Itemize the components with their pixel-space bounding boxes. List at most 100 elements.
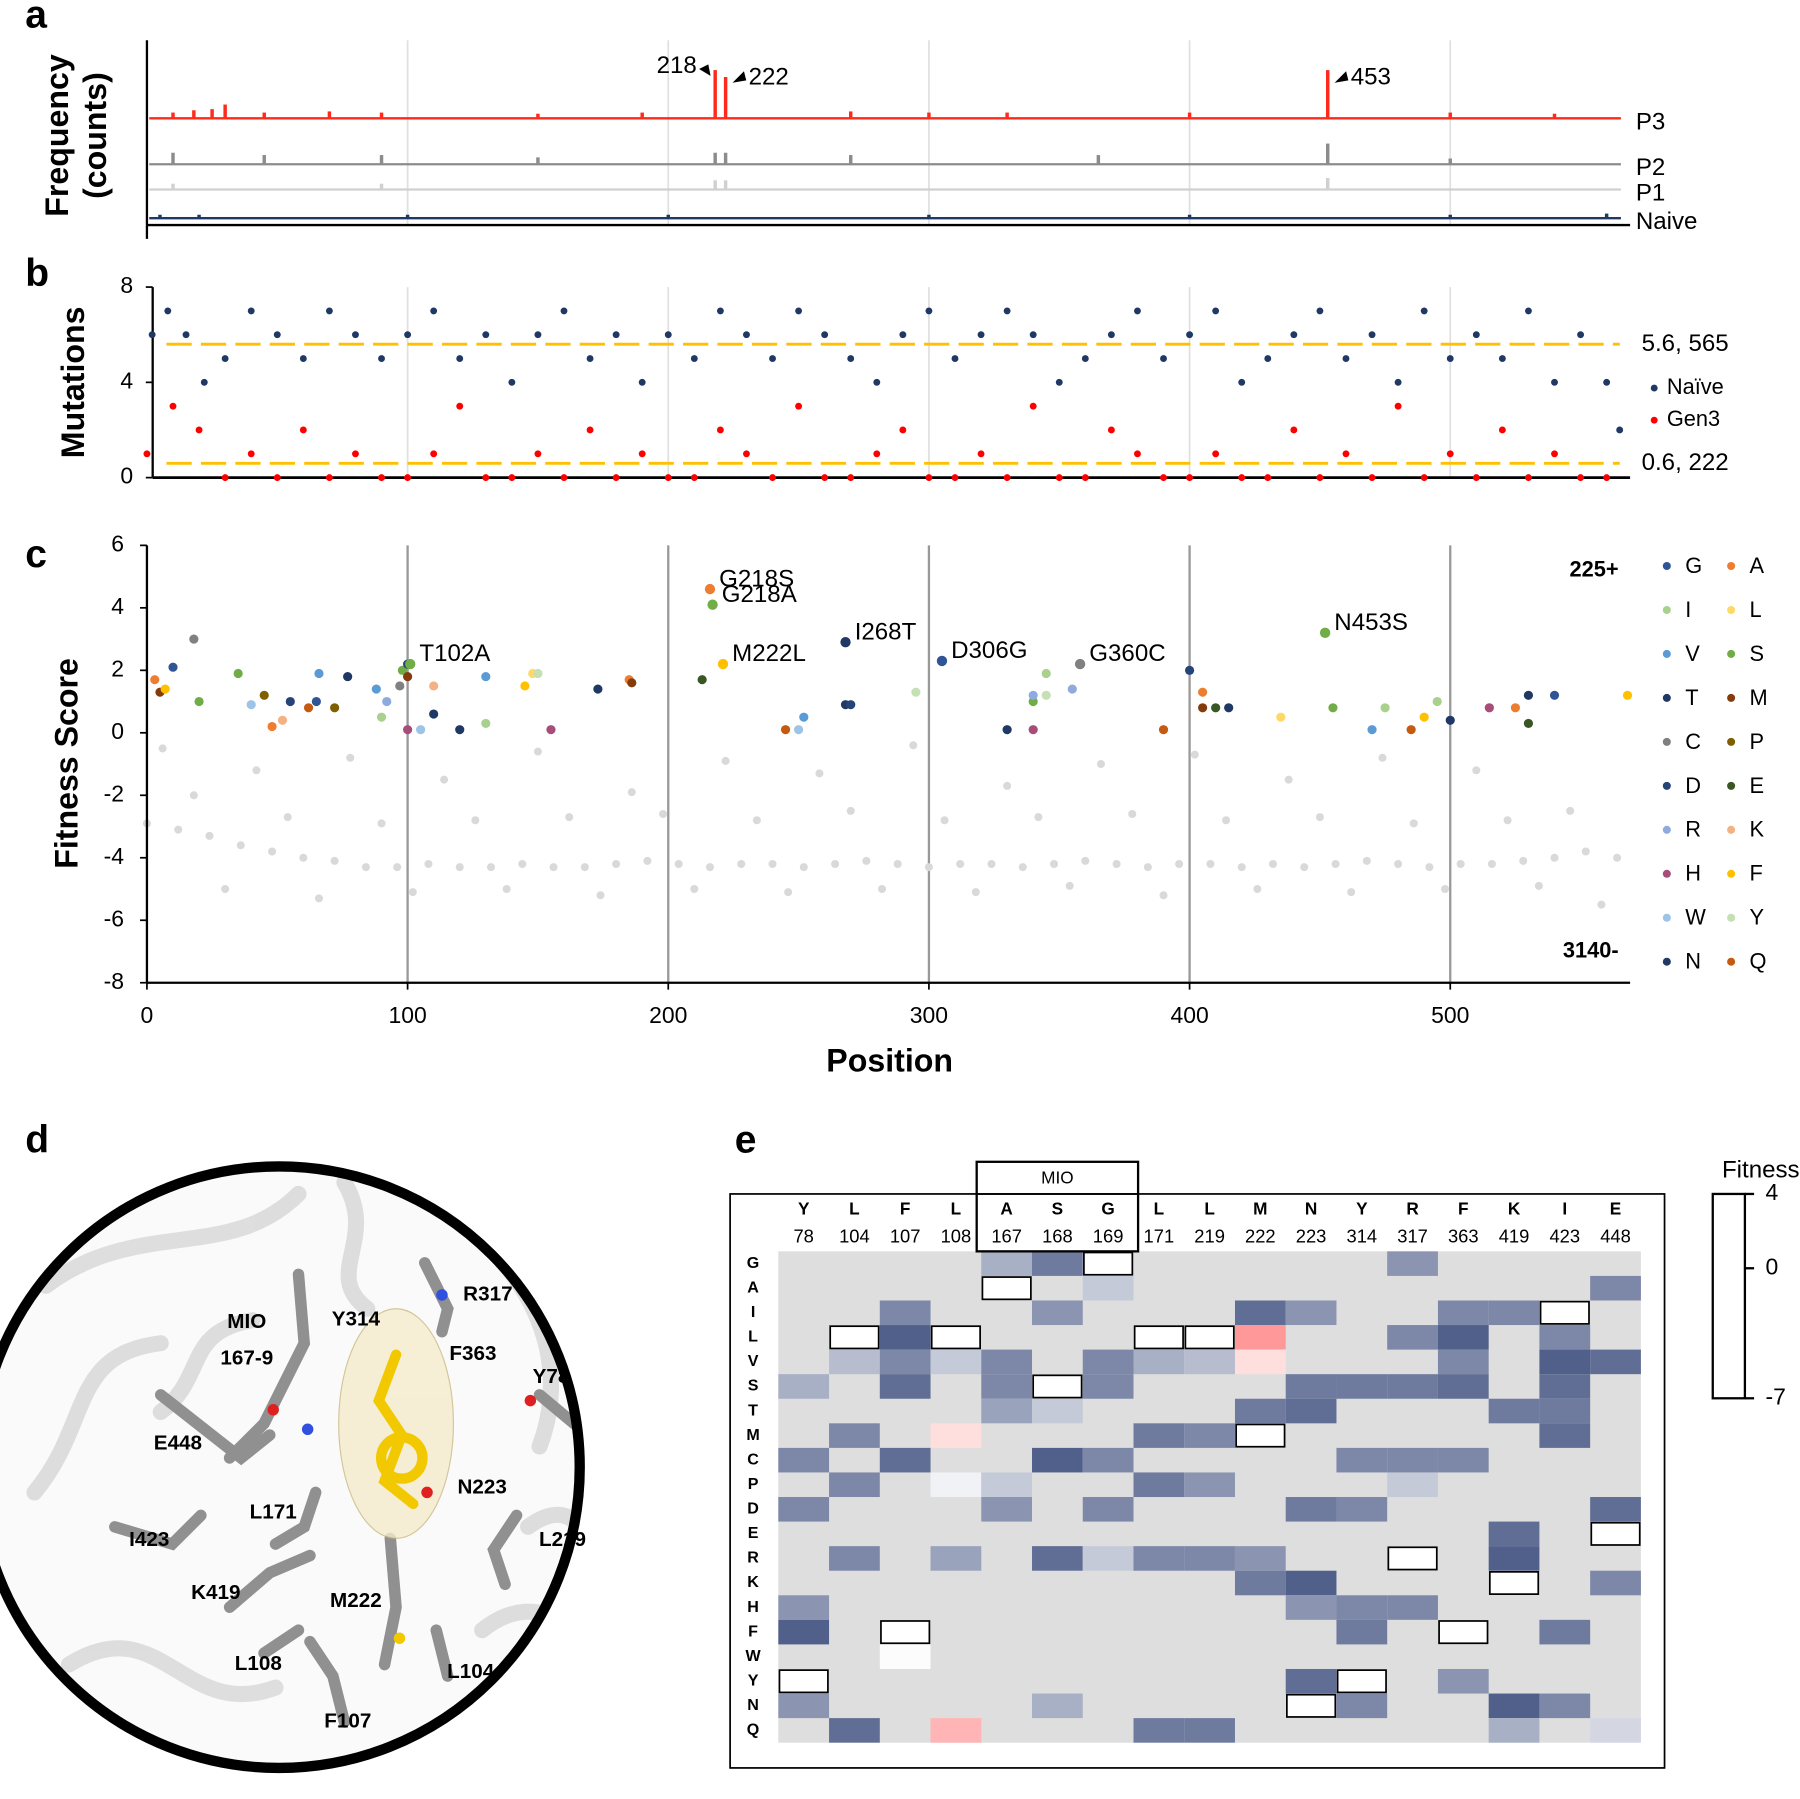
heatmap-cell <box>1285 1570 1337 1596</box>
heatmap-cell <box>1539 1349 1591 1375</box>
point <box>1523 690 1534 700</box>
legend-label: E <box>1749 773 1764 798</box>
point <box>1446 355 1454 362</box>
point <box>1198 687 1208 697</box>
point <box>899 426 907 434</box>
annotated-point <box>1319 627 1331 638</box>
heatmap-cell <box>1082 1497 1134 1522</box>
point <box>1264 474 1272 482</box>
peak-arrow <box>732 71 747 83</box>
column-position: 168 <box>1042 1225 1073 1246</box>
point <box>1446 450 1454 458</box>
background-point <box>909 741 918 750</box>
wild-type-cell <box>1488 1570 1540 1595</box>
heatmap-cell <box>778 1447 830 1473</box>
point <box>247 307 255 315</box>
point <box>378 355 385 362</box>
heatmap-cell <box>778 1374 830 1399</box>
legend-marker <box>1727 781 1736 790</box>
point <box>977 450 985 458</box>
wild-type-cell <box>829 1325 880 1350</box>
point <box>1134 450 1141 458</box>
point <box>1622 690 1633 700</box>
heatmap-cell <box>981 1398 1033 1424</box>
heatmap-cell <box>981 1251 1033 1276</box>
legend-label: R <box>1685 817 1701 842</box>
column-position: 169 <box>1093 1225 1124 1246</box>
heatmap-cell <box>1488 1300 1540 1326</box>
point <box>482 331 490 339</box>
point <box>371 684 381 694</box>
background-point <box>268 847 277 856</box>
background-point <box>1487 859 1496 869</box>
wild-type-cell <box>1133 1325 1184 1350</box>
background-point <box>580 863 589 872</box>
column-position: 171 <box>1144 1225 1175 1246</box>
legend-marker <box>1727 869 1736 878</box>
background-point <box>721 756 730 765</box>
annotation: D306G <box>951 637 1027 664</box>
point <box>148 331 156 339</box>
heatmap-cell <box>930 1546 982 1571</box>
column-residue: M <box>1253 1199 1267 1219</box>
point <box>182 331 190 339</box>
row-label: T <box>748 1401 758 1419</box>
heatmap-cell <box>1539 1423 1591 1448</box>
background-point <box>1581 847 1590 856</box>
legend-label: K <box>1749 817 1764 842</box>
residue-label: R317 <box>463 1282 512 1305</box>
row-label: K <box>747 1573 759 1591</box>
point <box>795 307 803 315</box>
legend-label: I <box>1685 597 1691 622</box>
panel-letter: a <box>25 0 47 37</box>
point <box>1238 474 1246 482</box>
legend-label: Gen3 <box>1667 406 1720 431</box>
point <box>482 474 490 482</box>
heatmap-cell <box>778 1619 830 1645</box>
background-point <box>1190 750 1199 759</box>
point <box>769 355 776 362</box>
x-axis-label: Position <box>826 1043 953 1079</box>
heatmap-cell <box>1539 1619 1591 1645</box>
point <box>1549 690 1560 700</box>
point <box>1264 355 1272 362</box>
column-residue: F <box>900 1199 911 1219</box>
point <box>247 450 255 458</box>
point <box>873 378 881 386</box>
row-label: Y <box>748 1672 759 1690</box>
heatmap-cell <box>1437 1668 1489 1694</box>
background-point <box>674 859 683 869</box>
annotation: T102A <box>419 640 491 667</box>
heatmap-cell <box>1133 1472 1185 1498</box>
background-point <box>549 863 558 872</box>
x-tick-label: 300 <box>910 1002 948 1028</box>
background-point <box>361 863 370 872</box>
heatmap-cell <box>1082 1447 1134 1473</box>
residue-label: M222 <box>330 1589 382 1612</box>
x-tick-label: 200 <box>649 1002 687 1028</box>
annotated-point <box>840 637 851 648</box>
legend-marker <box>1662 869 1671 878</box>
peak-label: 218 <box>657 52 697 79</box>
structure-panel: Y314 R317 MIO 167-9 F363 Y78 E448 N223 L… <box>0 1119 586 1774</box>
background-point <box>1378 753 1387 762</box>
background-point <box>1253 884 1262 894</box>
column-position: 219 <box>1194 1225 1225 1246</box>
annotated-point <box>1074 658 1086 670</box>
heatmap-cell <box>1387 1447 1438 1473</box>
background-point <box>205 831 214 840</box>
y-tick-label: -4 <box>104 843 125 869</box>
background-point <box>1096 760 1105 769</box>
colorbar-title: Fitness <box>1722 1156 1800 1183</box>
point <box>1081 474 1089 482</box>
background-point <box>1425 863 1434 872</box>
annotated-point <box>717 658 729 670</box>
x-tick-label: 400 <box>1170 1002 1208 1028</box>
point <box>1472 474 1480 482</box>
background-point <box>1268 859 1278 869</box>
background-point <box>971 888 980 897</box>
y-axis-label: Frequency <box>39 54 75 217</box>
residue-label: F107 <box>324 1709 371 1732</box>
